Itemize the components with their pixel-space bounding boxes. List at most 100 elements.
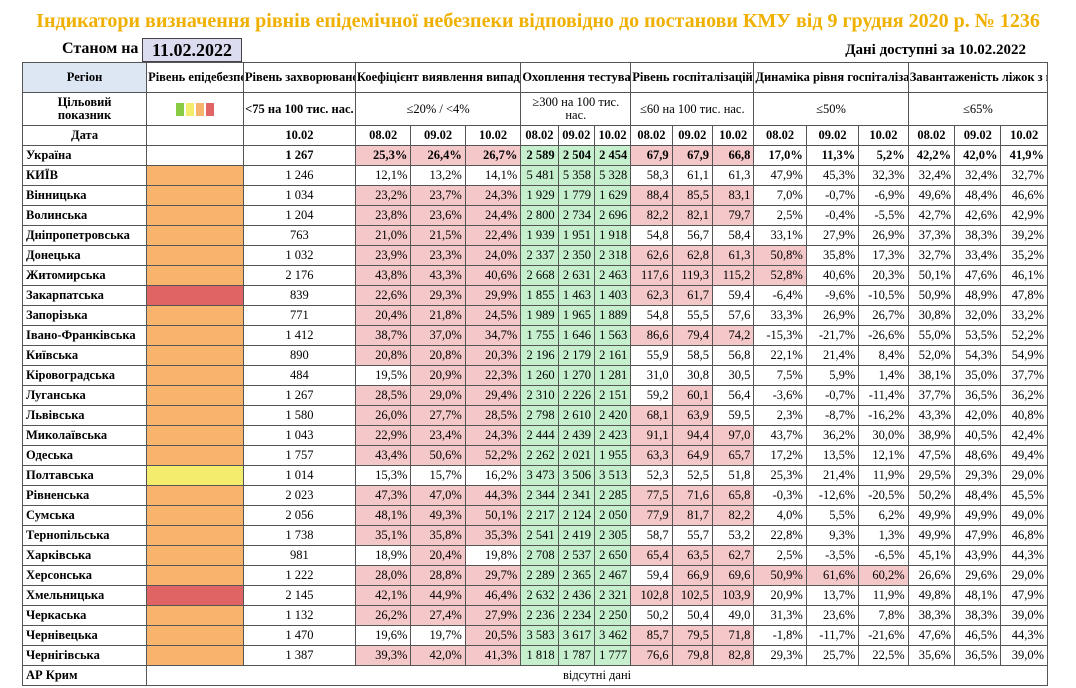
level-cell [146, 205, 244, 226]
as-of-label: Станом на [62, 40, 139, 57]
beds-cell: 48,6% [954, 445, 1002, 466]
detection-cell: 29,7% [464, 565, 522, 586]
detection-cell: 50,6% [410, 445, 466, 466]
dynamics-cell: 11,9% [858, 585, 909, 606]
detection-cell: 19,7% [410, 625, 466, 646]
region-cell: Волинська [21, 205, 148, 226]
date-dyn-1: 08.02 [753, 125, 807, 146]
beds-cell: 47,6% [954, 265, 1002, 286]
detection-cell: 20,3% [464, 345, 522, 366]
detection-cell: 35,1% [354, 525, 412, 546]
testing-cell: 2 696 [593, 205, 632, 226]
incidence-cell: 890 [242, 345, 356, 366]
date-tst-1: 08.02 [520, 125, 559, 146]
testing-cell: 2 454 [593, 145, 632, 166]
hospital-cell: 56,7 [671, 225, 713, 246]
detection-cell: 42,1% [354, 585, 412, 606]
level-cell [146, 405, 244, 426]
dynamics-cell: -8,7% [805, 405, 860, 426]
level-cell [146, 285, 244, 306]
dynamics-cell: 27,9% [805, 225, 860, 246]
hospital-cell: 63,9 [671, 405, 713, 426]
beds-cell: 26,6% [907, 565, 956, 586]
detection-cell: 18,9% [354, 545, 412, 566]
table-row: Чернігівська 1 387 39,3% 42,0% 41,3% 1 818 1 7… [21, 645, 1048, 666]
table-row: Херсонська 1 222 28,0% 28,8% 29,7% 2 289 2 365… [21, 565, 1048, 586]
testing-cell: 2 650 [593, 545, 632, 566]
dynamics-cell: 29,3% [753, 645, 807, 666]
hospital-cell: 117,6 [630, 265, 673, 286]
testing-cell: 1 939 [520, 225, 559, 246]
testing-cell: 1 818 [520, 645, 559, 666]
target-detection: ≤20% / <4% [354, 92, 522, 126]
table-row: Чернівецька 1 470 19,6% 19,7% 20,5% 3 583 3 61… [21, 625, 1048, 646]
hospital-cell: 56,8 [711, 345, 755, 366]
data-available-note: Дані доступні за 10.02.2022 [845, 42, 1026, 58]
level-cell [146, 505, 244, 526]
testing-cell: 1 463 [557, 285, 595, 306]
hospital-cell: 61,1 [671, 165, 713, 186]
level-cell [146, 345, 244, 366]
dynamics-cell: 45,3% [805, 165, 860, 186]
beds-cell: 38,3% [954, 225, 1002, 246]
date-dyn-2: 09.02 [805, 125, 860, 146]
header-level: Рівень епідебезпеки [146, 62, 244, 93]
table-row: Полтавська 1 014 15,3% 15,7% 16,2% 3 473 3 506… [21, 465, 1048, 486]
target-testing: ≥300 на 100 тис. нас. [520, 92, 632, 126]
level-cell [146, 385, 244, 406]
beds-cell: 36,5% [954, 385, 1002, 406]
testing-cell: 1 779 [557, 185, 595, 206]
testing-cell: 1 951 [557, 225, 595, 246]
region-cell: Запорізька [21, 305, 148, 326]
detection-cell: 19,6% [354, 625, 412, 646]
incidence-cell: 1 043 [242, 425, 356, 446]
region-cell: Тернопільська [21, 525, 148, 546]
table-row: Волинська 1 204 23,8% 23,6% 24,4% 2 800 2 734 2… [21, 205, 1048, 226]
detection-cell: 20,9% [410, 365, 466, 386]
hospital-cell: 85,7 [630, 625, 673, 646]
no-data-note: відсутні дані [146, 665, 1048, 686]
hospital-cell: 63,5 [671, 545, 713, 566]
dynamics-cell: -1,8% [753, 625, 807, 646]
testing-cell: 2 289 [520, 565, 559, 586]
table-row: Житомирська 2 176 43,8% 43,3% 40,6% 2 668 2 63… [21, 265, 1048, 286]
detection-cell: 26,7% [464, 145, 522, 166]
hospital-cell: 77,9 [630, 505, 673, 526]
beds-cell: 45,1% [907, 545, 956, 566]
testing-cell: 2 504 [557, 145, 595, 166]
date-incidence: 10.02 [242, 125, 356, 146]
incidence-cell: 1 580 [242, 405, 356, 426]
testing-cell: 2 798 [520, 405, 559, 426]
indicator-swatch [186, 102, 194, 116]
level-cell [146, 625, 244, 646]
detection-cell: 14,1% [464, 165, 522, 186]
testing-cell: 2 124 [557, 505, 595, 526]
detection-cell: 47,0% [410, 485, 466, 506]
table-row: Київська 890 20,8% 20,8% 20,3% 2 196 2 179 2 16… [21, 345, 1048, 366]
dynamics-cell: 2,5% [753, 205, 807, 226]
detection-cell: 28,0% [354, 565, 412, 586]
beds-cell: 49,8% [907, 585, 956, 606]
beds-cell: 29,0% [1000, 565, 1048, 586]
dynamics-cell: 17,3% [858, 245, 909, 266]
beds-cell: 39,2% [1000, 225, 1048, 246]
testing-cell: 1 629 [593, 185, 632, 206]
beds-cell: 44,3% [1000, 625, 1048, 646]
dynamics-cell: 50,8% [753, 245, 807, 266]
dynamics-cell: -0,4% [805, 205, 860, 226]
testing-cell: 2 050 [593, 505, 632, 526]
incidence-cell: 1 014 [242, 465, 356, 486]
date-bed-2: 09.02 [954, 125, 1002, 146]
beds-cell: 38,3% [907, 605, 956, 626]
testing-cell: 2 419 [557, 525, 595, 546]
beds-cell: 49,0% [1000, 505, 1048, 526]
testing-cell: 2 610 [557, 405, 595, 426]
detection-cell: 24,3% [464, 425, 522, 446]
region-cell: Кіровоградська [21, 365, 148, 386]
beds-cell: 37,7% [907, 385, 956, 406]
testing-cell: 2 436 [557, 585, 595, 606]
testing-cell: 5 358 [557, 165, 595, 186]
date-dyn-3: 10.02 [858, 125, 909, 146]
table-row: Черкаська 1 132 26,2% 27,4% 27,9% 2 236 2 234 2… [21, 605, 1048, 626]
hospital-cell: 49,0 [711, 605, 755, 626]
